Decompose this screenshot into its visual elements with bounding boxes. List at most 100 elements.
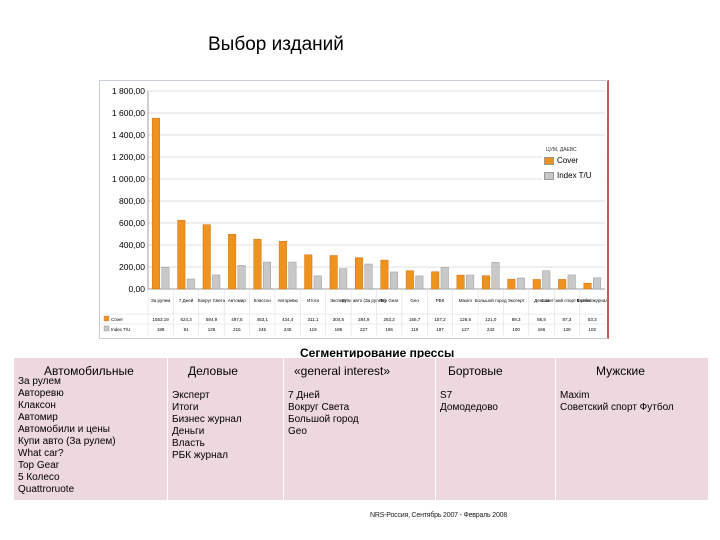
bar-index <box>593 277 602 290</box>
table-cell-value: 126,6 <box>460 317 472 322</box>
table-cell-value: 89,3 <box>512 317 521 322</box>
segment-items: За рулем Авторевю Клаксон Автомир Автомо… <box>18 376 116 496</box>
segment-item: Geo <box>288 426 307 437</box>
segment-heading: Бортовые <box>448 364 503 378</box>
table-cell-value: 157,2 <box>434 317 446 322</box>
segment-item: Большой город <box>288 414 359 425</box>
segment-item: 7 Дней <box>288 390 320 401</box>
bar-cover <box>405 270 414 290</box>
segment-column-general: «general interest» 7 Дней Вокруг Света Б… <box>284 358 434 500</box>
x-tick-label: Maxim <box>459 298 473 303</box>
x-tick-label: Класcон <box>254 298 272 303</box>
segment-items: S7 Домодедово <box>440 390 498 414</box>
segment-heading: Мужские <box>596 364 645 378</box>
bar-index <box>263 261 271 290</box>
segment-item: РБК журнал <box>172 450 229 461</box>
segment-item: Авторевю <box>18 388 64 399</box>
table-cell-value: 119 <box>411 327 419 332</box>
bar-index <box>389 271 398 290</box>
bar-cover <box>456 274 465 290</box>
x-tick-label: Эксперт <box>508 298 525 303</box>
bar-cover <box>583 282 592 290</box>
table-cell-value: 453,1 <box>257 317 269 322</box>
segmentation-title: Сегментирование прессы <box>300 346 455 360</box>
x-tick-label: РБК <box>436 298 445 303</box>
bar-cover <box>482 275 490 290</box>
segment-items: Эксперт Итоги Бизнес журнал Деньги Власт… <box>172 390 242 462</box>
bar-index <box>440 267 449 290</box>
table-cell-value: 434,4 <box>282 317 294 322</box>
table-cell-value: 245 <box>284 327 292 332</box>
bar-cover <box>228 234 237 290</box>
segment-item: Бизнес журнал <box>172 414 242 425</box>
bar-index <box>364 263 373 290</box>
table-cell-value: 119 <box>309 327 317 332</box>
table-cell-value: 127 <box>462 327 470 332</box>
bar-index <box>339 268 348 290</box>
bar-cover <box>253 238 262 290</box>
table-cell-value: 53,3 <box>588 317 597 322</box>
segment-item: Top Gear <box>18 460 60 471</box>
x-tick-label: Советский спорт Футбол <box>541 297 593 303</box>
segment-column-auto: Автомобильные За рулем Авторевю Клаксон … <box>14 358 166 500</box>
segment-item: Домодедово <box>440 402 498 413</box>
segmentation-panel: Автомобильные За рулем Авторевю Клаксон … <box>14 358 708 500</box>
table-cell-value: 121,0 <box>485 317 497 322</box>
table-cell-value: 197 <box>436 327 444 332</box>
bar-index <box>161 266 170 290</box>
bar-index <box>491 262 500 290</box>
table-cell-value: 185 <box>335 327 343 332</box>
bar-index <box>415 275 424 290</box>
legend-label-cover: Cover <box>557 156 579 165</box>
segment-item: Автомобили и цены <box>18 424 110 435</box>
bar-cover <box>177 220 186 290</box>
legend-item-cover: Cover <box>544 156 578 165</box>
segment-items: 7 Дней Вокруг Света Большой город Geo <box>288 390 359 438</box>
legend-swatch-cover <box>544 156 554 165</box>
table-cell-value: 198 <box>157 327 165 332</box>
segment-item: Quattroruote <box>18 484 75 495</box>
x-tick-label: Автомир <box>228 298 246 303</box>
legend-swatch-index <box>544 171 554 180</box>
bar-index <box>288 261 297 290</box>
table-row-swatch <box>103 315 110 322</box>
segment-item: Автомир <box>18 412 58 423</box>
table-cell-value: 128 <box>208 327 216 332</box>
y-tick-label: 1 200,00 <box>112 152 145 162</box>
table-cell-value: 284,9 <box>358 317 370 322</box>
segment-item: Maxim <box>560 390 590 401</box>
segment-item: Вокруг Света <box>288 402 350 413</box>
bar-index <box>542 270 551 290</box>
x-tick-label: Итоги <box>307 298 319 303</box>
segment-item: Клаксон <box>18 400 56 411</box>
bar-cover <box>278 240 287 290</box>
y-tick-label: 1 600,00 <box>112 108 145 118</box>
segment-divider <box>167 358 168 500</box>
bar-index <box>313 275 322 290</box>
x-tick-label: Купи авто (За рулем) <box>342 298 386 303</box>
segment-column-business: Деловые Эксперт Итоги Бизнес журнал День… <box>168 358 282 500</box>
table-cell-value: 1553,19 <box>153 317 170 322</box>
segment-item: Эксперт <box>172 390 210 401</box>
segment-heading: Автомобильные <box>44 364 134 378</box>
table-cell-value: 166 <box>538 327 546 332</box>
segment-divider <box>283 358 284 500</box>
segment-item: Власть <box>172 438 205 449</box>
table-row-label: Index T/U <box>111 327 130 332</box>
table-cell-value: 165,7 <box>409 317 421 322</box>
table-cell-value: 263,2 <box>384 317 396 322</box>
y-tick-label: 600,00 <box>119 218 145 228</box>
segment-heading: «general interest» <box>294 364 391 378</box>
chart-legend: ЦУМ, ДАЕВС Cover Index T/U <box>542 147 604 185</box>
bar-index <box>516 277 525 290</box>
segment-column-mens: Мужские Maxim Советский спорт Футбол <box>556 358 708 500</box>
x-tick-label: Большой город <box>475 297 507 303</box>
segment-items: Maxim Советский спорт Футбол <box>560 390 674 414</box>
table-cell-value: 155 <box>385 327 393 332</box>
bar-cover <box>304 254 313 290</box>
y-tick-label: 400,00 <box>119 240 145 250</box>
table-cell-value: 100 <box>512 327 520 332</box>
table-cell-value: 584,9 <box>206 317 218 322</box>
legend-title: ЦУМ, ДАЕВС <box>546 147 577 153</box>
x-tick-label: Geo <box>410 298 419 303</box>
